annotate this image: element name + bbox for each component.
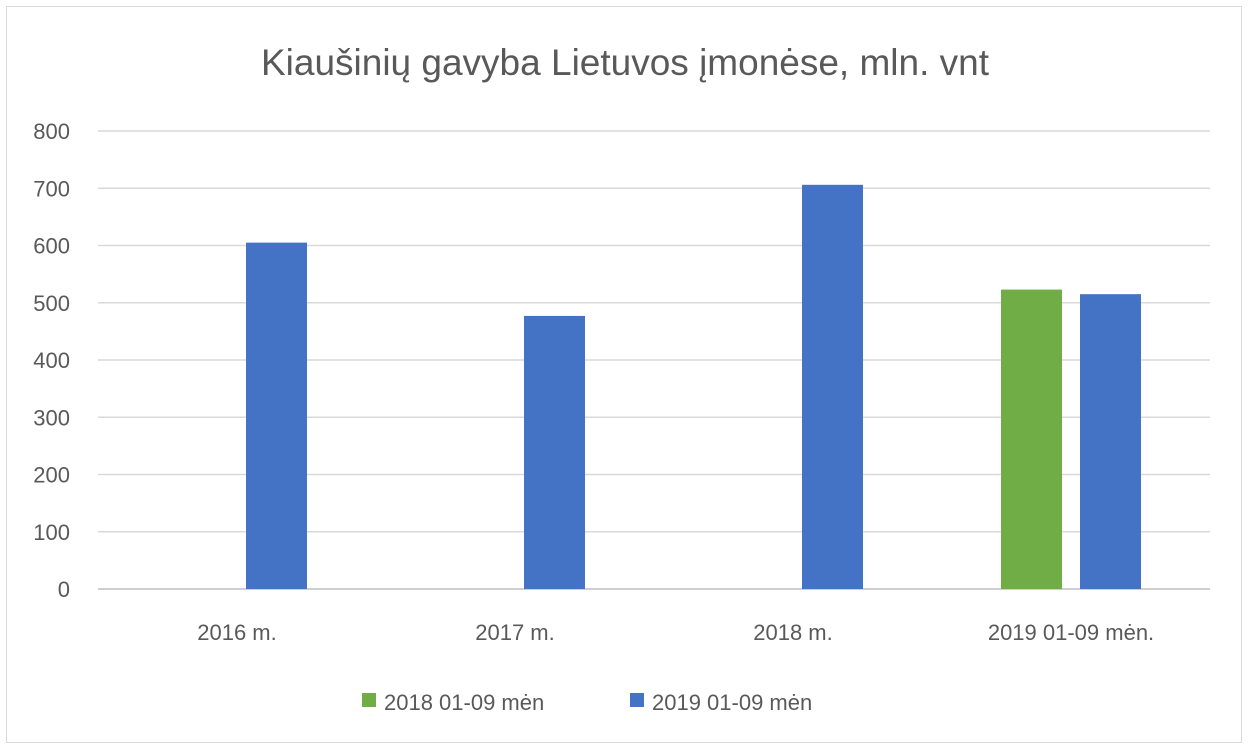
bar-series-b <box>524 315 585 589</box>
y-tick-label: 300 <box>33 405 70 430</box>
y-axis-ticks: 0 100 200 300 400 500 600 700 800 <box>33 119 70 602</box>
y-tick-label: 200 <box>33 463 70 488</box>
bar-series-b <box>246 242 307 589</box>
y-tick-label: 100 <box>33 520 70 545</box>
y-tick-label: 600 <box>33 234 70 259</box>
bars <box>246 184 1141 589</box>
bar-series-a <box>1001 289 1062 589</box>
y-tick-label: 700 <box>33 176 70 201</box>
legend-label: 2019 01-09 mėn <box>652 690 812 715</box>
y-tick-label: 800 <box>33 119 70 144</box>
legend-swatch <box>362 693 376 707</box>
legend: 2018 01-09 mėn 2019 01-09 mėn <box>362 690 812 715</box>
x-category-label: 2017 m. <box>475 620 555 645</box>
x-category-label: 2016 m. <box>197 620 277 645</box>
y-tick-label: 400 <box>33 348 70 373</box>
bar-series-b <box>802 184 863 589</box>
x-axis-categories: 2016 m. 2017 m. 2018 m. 2019 01-09 mėn. <box>197 620 1154 645</box>
legend-swatch <box>630 693 644 707</box>
legend-label: 2018 01-09 mėn <box>384 690 544 715</box>
x-category-label: 2018 m. <box>753 620 833 645</box>
x-category-label: 2019 01-09 mėn. <box>988 620 1154 645</box>
y-tick-label: 500 <box>33 291 70 316</box>
chart-title: Kiaušinių gavyba Lietuvos įmonėse, mln. … <box>261 42 990 83</box>
y-tick-label: 0 <box>58 577 70 602</box>
bar-series-b <box>1080 294 1141 589</box>
